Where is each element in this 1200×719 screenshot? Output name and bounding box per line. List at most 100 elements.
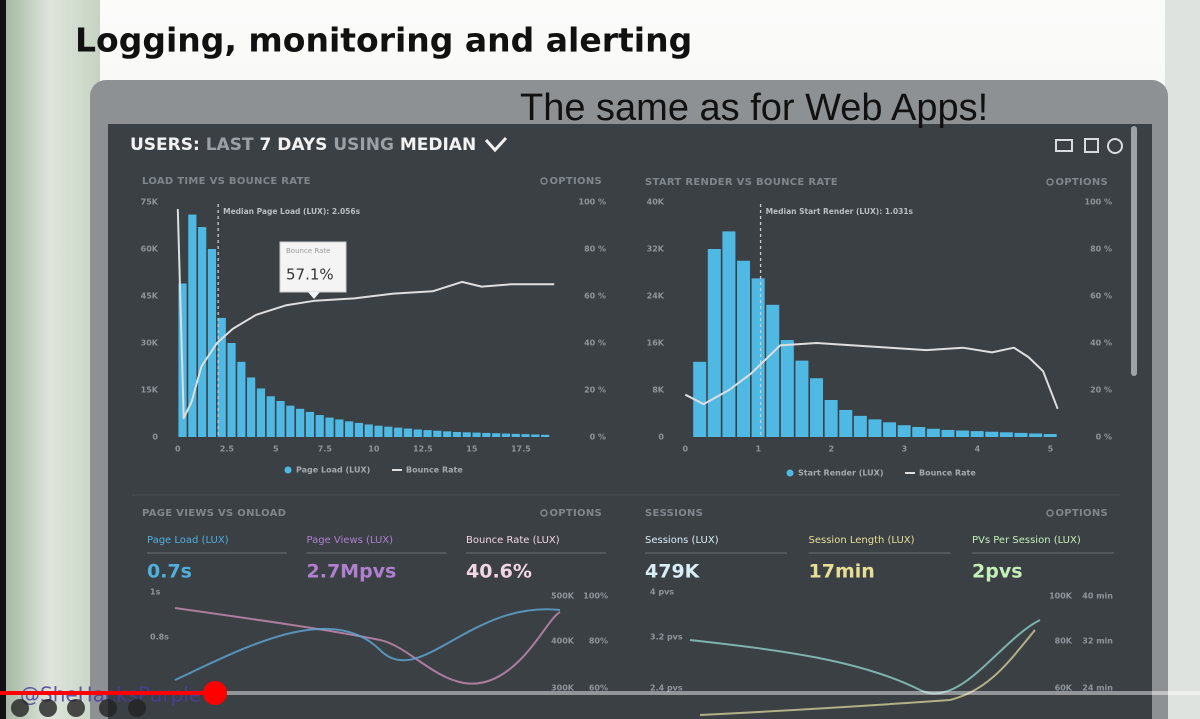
y2-tick-label: 60 % bbox=[1090, 292, 1112, 301]
metric-value: 479K bbox=[645, 561, 701, 583]
axis-label: 100% bbox=[583, 592, 608, 601]
bar bbox=[462, 432, 471, 437]
bar bbox=[941, 429, 955, 437]
slide-subtitle: The same as for Web Apps! bbox=[520, 87, 988, 129]
metric-value: 2pvs bbox=[972, 561, 1023, 583]
bar bbox=[780, 340, 794, 437]
metric-value: 2.7Mpvs bbox=[307, 561, 397, 583]
y-tick-label: 24K bbox=[647, 292, 665, 301]
y2-tick-label: 80 % bbox=[584, 245, 606, 254]
axis-label: 2.4 pvs bbox=[650, 684, 683, 693]
progress-handle[interactable] bbox=[203, 681, 227, 705]
bar bbox=[266, 396, 275, 437]
options-icon[interactable] bbox=[540, 177, 548, 185]
bar bbox=[810, 378, 824, 437]
y-tick-label: 8K bbox=[652, 386, 665, 395]
axis-label: 400K bbox=[551, 637, 575, 646]
bar bbox=[521, 434, 530, 437]
bar bbox=[403, 428, 413, 437]
metric-label: Bounce Rate (LUX) bbox=[466, 535, 560, 546]
heading-part: 7 DAYS bbox=[259, 135, 327, 155]
metric-value: 17min bbox=[809, 561, 875, 583]
scrollbar[interactable] bbox=[1131, 126, 1137, 376]
legend-label: Bounce Rate bbox=[406, 466, 463, 475]
dropdown-chevron[interactable] bbox=[484, 136, 508, 153]
bar bbox=[433, 430, 442, 437]
panel-options: OPTIONS bbox=[1055, 177, 1108, 188]
bar bbox=[247, 377, 256, 437]
y-tick-label: 16K bbox=[647, 339, 665, 348]
y-tick-label: 15K bbox=[141, 386, 159, 395]
left-edge bbox=[0, 0, 6, 719]
bar bbox=[413, 429, 422, 437]
y2-tick-label: 40 % bbox=[584, 339, 606, 348]
options-icon[interactable] bbox=[1046, 509, 1054, 517]
bar bbox=[345, 421, 354, 437]
monitor-icon[interactable] bbox=[1055, 139, 1073, 152]
tooltip-value: 57.1% bbox=[286, 266, 334, 284]
bar bbox=[501, 433, 511, 437]
y2-tick-label: 0 % bbox=[1096, 433, 1112, 442]
y-tick-label: 40K bbox=[647, 198, 665, 207]
bar bbox=[737, 260, 751, 437]
bar bbox=[897, 425, 911, 437]
tooltip-label: Bounce Rate bbox=[286, 247, 330, 255]
tooltip-pointer bbox=[308, 292, 320, 299]
bar bbox=[824, 399, 838, 437]
player-button[interactable] bbox=[128, 699, 146, 717]
bar bbox=[707, 249, 721, 437]
x-tick-label: 7.5 bbox=[318, 445, 333, 454]
bar bbox=[296, 408, 305, 437]
metric-label: Page Load (LUX) bbox=[147, 535, 229, 546]
bounce-line bbox=[684, 342, 1059, 410]
y-tick-label: 60K bbox=[141, 245, 159, 254]
legend-label: Start Render (LUX) bbox=[798, 469, 884, 478]
options-icon[interactable] bbox=[540, 509, 548, 517]
bar bbox=[335, 419, 344, 437]
metric-label: Sessions (LUX) bbox=[645, 535, 719, 546]
x-tick-label: 2.5 bbox=[220, 445, 235, 454]
toolbar-icons bbox=[1055, 138, 1123, 154]
player-button[interactable] bbox=[99, 699, 117, 717]
player-button[interactable] bbox=[39, 699, 57, 717]
bar bbox=[751, 278, 765, 437]
bar bbox=[1029, 433, 1043, 437]
bar bbox=[354, 422, 364, 437]
median-annotation: Median Start Render (LUX): 1.031s bbox=[766, 207, 914, 216]
legend-label: Page Load (LUX) bbox=[296, 466, 370, 475]
bar bbox=[227, 343, 236, 437]
axis-label: 40 min bbox=[1082, 592, 1113, 601]
axis-label: 60% bbox=[589, 684, 608, 693]
help-icon[interactable] bbox=[1107, 138, 1123, 154]
options-icon[interactable] bbox=[1046, 178, 1054, 186]
bar bbox=[912, 427, 926, 437]
x-tick-label: 0 bbox=[683, 445, 689, 454]
bar bbox=[384, 426, 393, 437]
y2-tick-label: 100 % bbox=[579, 198, 607, 207]
y2-tick-label: 40 % bbox=[1090, 339, 1112, 348]
y-tick-label: 32K bbox=[647, 245, 665, 254]
bar bbox=[305, 411, 315, 437]
axis-label: 60K bbox=[1055, 684, 1073, 693]
metric-value: 40.6% bbox=[466, 561, 532, 583]
player-button[interactable] bbox=[11, 699, 29, 717]
legend-label: Bounce Rate bbox=[919, 469, 976, 478]
y2-tick-label: 0 % bbox=[590, 433, 606, 442]
bar bbox=[853, 415, 867, 437]
bounce-line bbox=[176, 209, 555, 420]
image-icon[interactable] bbox=[1084, 138, 1099, 153]
bar bbox=[693, 361, 707, 437]
player-button[interactable] bbox=[67, 699, 85, 717]
panel-title: START RENDER VS BOUNCE RATE bbox=[645, 177, 838, 188]
bar bbox=[286, 405, 295, 437]
axis-label: 80K bbox=[1055, 637, 1073, 646]
y2-tick-label: 100 % bbox=[1085, 198, 1113, 207]
progress-track[interactable] bbox=[0, 691, 1200, 695]
axis-label: 500K bbox=[551, 592, 575, 601]
card-line bbox=[699, 629, 1036, 716]
x-tick-label: 3 bbox=[902, 445, 908, 454]
bar bbox=[315, 415, 324, 437]
bar bbox=[423, 430, 432, 437]
axis-label: 1s bbox=[150, 588, 161, 597]
progress-played bbox=[0, 691, 215, 695]
